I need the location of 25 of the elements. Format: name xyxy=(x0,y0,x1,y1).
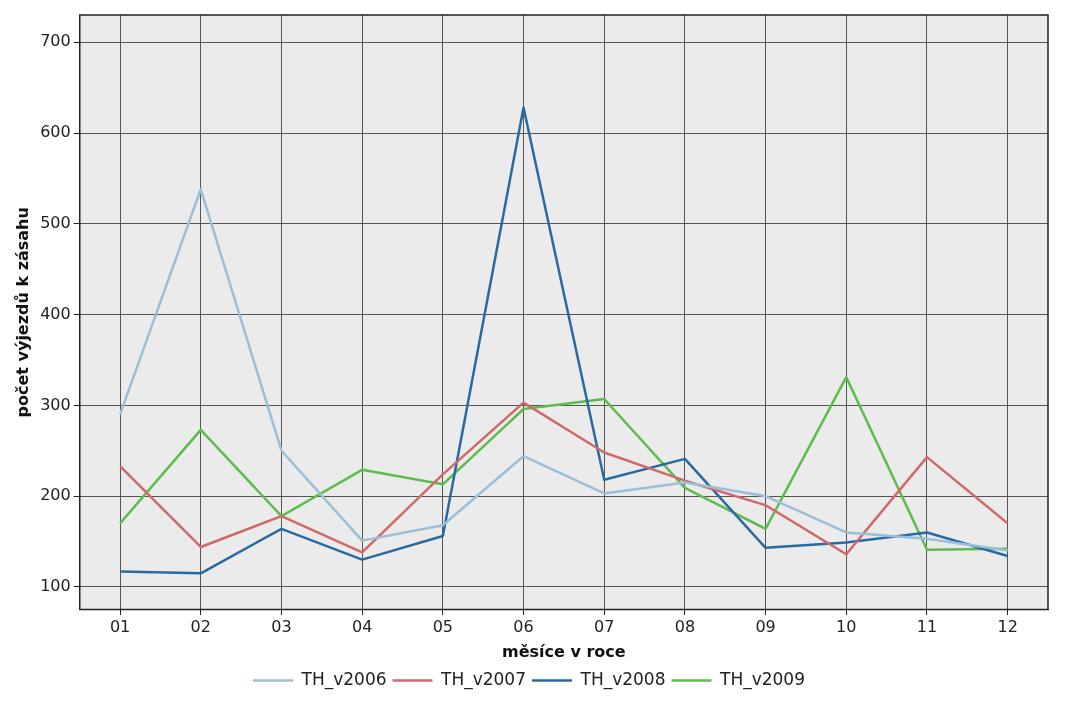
x-tick-label: 07 xyxy=(594,617,615,637)
x-tick-label: 11 xyxy=(916,617,938,637)
x-axis-title: měsíce v roce xyxy=(502,641,626,661)
x-tick-label: 02 xyxy=(190,617,211,637)
y-tick-label: 400 xyxy=(40,303,71,323)
x-tick-label: 08 xyxy=(674,617,696,637)
x-tick-label: 06 xyxy=(513,617,534,637)
y-tick-label: 300 xyxy=(40,394,71,414)
x-tick-label: 03 xyxy=(271,617,292,637)
y-axis-title: počet výjezdů k zásahu xyxy=(12,207,32,418)
y-tick-label: 100 xyxy=(40,576,71,596)
legend-label: TH_v2007 xyxy=(440,668,527,690)
x-tick-label: 10 xyxy=(836,617,857,637)
y-tick-label: 500 xyxy=(40,212,71,232)
x-tick-label: 05 xyxy=(432,617,454,637)
x-tick-label: 09 xyxy=(755,617,776,637)
x-tick-label: 04 xyxy=(351,617,373,637)
legend-label: TH_v2009 xyxy=(718,668,805,690)
x-tick-label: 12 xyxy=(997,617,1018,637)
legend-label: TH_v2008 xyxy=(579,668,666,690)
legend-label: TH_v2006 xyxy=(300,668,387,690)
y-tick-label: 700 xyxy=(40,31,71,51)
y-tick-label: 600 xyxy=(40,122,71,142)
x-tick-label: 01 xyxy=(109,617,131,637)
y-tick-label: 200 xyxy=(40,485,71,505)
